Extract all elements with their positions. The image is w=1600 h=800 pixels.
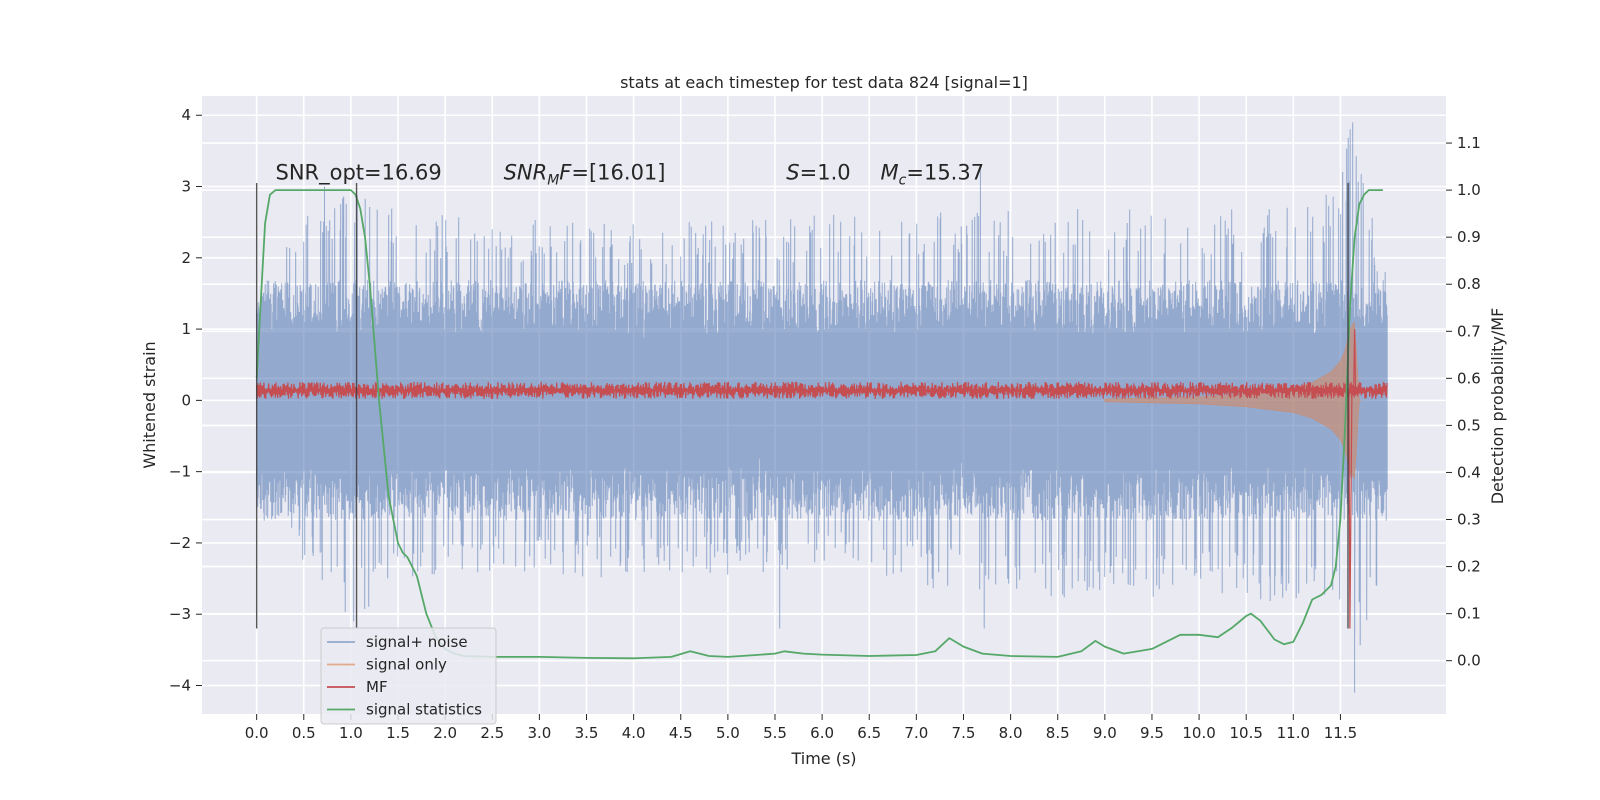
x-tick-label: 6.5 <box>857 724 881 742</box>
series-signal-only <box>1104 321 1362 480</box>
y2-tick-label: 0.7 <box>1457 322 1481 340</box>
annotation-snr-mf: SNRMF=[16.01] <box>504 160 666 188</box>
legend-label: signal+ noise <box>366 633 468 651</box>
annotation-part: M <box>547 172 559 188</box>
x-tick-label: 8.5 <box>1046 724 1070 742</box>
x-tick-label: 3.5 <box>575 724 599 742</box>
x-axis-label: Time (s) <box>790 749 856 768</box>
x-tick-label: 7.5 <box>952 724 976 742</box>
annotation-part: S <box>786 160 799 184</box>
y2-tick-label: 0.9 <box>1457 228 1481 246</box>
annotation-part: c <box>899 172 907 188</box>
x-axis: 0.0 0.5 1.0 1.5 2.0 2.5 3.0 3.5 4.0 4.5 5.0 5.5 6.0 6… <box>245 714 1357 742</box>
legend-label: signal only <box>366 656 447 674</box>
annotation-part: SNR <box>504 160 548 184</box>
y2-tick-label: 0.8 <box>1457 275 1481 293</box>
y-tick-label: −2 <box>169 534 191 552</box>
x-tick-label: 3.0 <box>527 724 551 742</box>
y-tick-label: 1 <box>181 320 191 338</box>
y2-tick-label: 0.5 <box>1457 416 1481 434</box>
y-tick-label: 0 <box>181 391 191 409</box>
series-mf <box>256 329 1388 629</box>
y2-tick-label: 1.0 <box>1457 181 1481 199</box>
annotation-chirp-mass: Mc=15.37 <box>881 160 985 188</box>
x-tick-label: 9.0 <box>1093 724 1117 742</box>
x-tick-label: 6.0 <box>810 724 834 742</box>
y2-tick-label: 0.0 <box>1457 652 1481 670</box>
x-tick-label: 1.0 <box>339 724 363 742</box>
annotation-part: =15.37 <box>906 160 984 184</box>
annotation-part: =[16.01] <box>571 160 665 184</box>
legend-box <box>320 627 497 725</box>
y2-tick-label: 0.1 <box>1457 605 1481 623</box>
annotation-part: SNR_opt=16.69 <box>276 160 442 185</box>
legend-label: signal statistics <box>366 701 482 719</box>
x-tick-label: 0.0 <box>245 724 269 742</box>
annotations: SNR_opt=16.69 SNRMF=[16.01] S=1.0 Mc=15.37 <box>276 160 985 188</box>
y-tick-label: −1 <box>169 463 191 481</box>
legend-label: MF <box>366 678 388 696</box>
y-tick-label: −3 <box>169 605 191 623</box>
y-axis-label: Whitened strain <box>140 341 159 468</box>
x-tick-label: 1.5 <box>386 724 410 742</box>
y-axis-left: 4 3 2 1 0 −1 −2 −3 −4 <box>169 106 202 694</box>
x-tick-label: 2.0 <box>433 724 457 742</box>
y2-tick-label: 1.1 <box>1457 134 1481 152</box>
annotation-part: M <box>881 160 899 184</box>
y-tick-label: 3 <box>181 178 191 196</box>
annotation-snr-opt: SNR_opt=16.69 <box>276 160 442 185</box>
y2-axis-label: Detection probability/MF <box>1488 308 1507 505</box>
series-signal-statistics <box>255 189 1383 660</box>
x-tick-label: 10.0 <box>1182 724 1215 742</box>
y-tick-label: 2 <box>181 249 191 267</box>
x-tick-label: 9.5 <box>1140 724 1164 742</box>
chart-title: stats at each timestep for test data 824… <box>620 73 1028 92</box>
x-tick-label: 11.5 <box>1324 724 1357 742</box>
annotation-s-value: S=1.0 <box>786 160 850 184</box>
x-tick-label: 0.5 <box>292 724 316 742</box>
x-tick-label: 5.5 <box>763 724 787 742</box>
x-tick-label: 10.5 <box>1230 724 1263 742</box>
y2-tick-label: 0.4 <box>1457 463 1481 481</box>
y-tick-label: 4 <box>181 106 191 124</box>
x-tick-label: 2.5 <box>480 724 504 742</box>
series-layer <box>255 122 1388 693</box>
annotation-part: =1.0 <box>800 160 851 184</box>
y2-tick-label: 0.6 <box>1457 369 1481 387</box>
y-axis-right: 1.1 1.0 0.9 0.8 0.7 0.6 0.5 0.4 0.3 0.2 0.1 0.0 <box>1446 134 1481 670</box>
x-tick-label: 11.0 <box>1277 724 1310 742</box>
x-tick-label: 8.0 <box>999 724 1023 742</box>
y-tick-label: −4 <box>169 676 191 694</box>
y2-tick-label: 0.3 <box>1457 511 1481 529</box>
x-tick-label: 4.0 <box>622 724 646 742</box>
x-tick-label: 7.0 <box>904 724 928 742</box>
x-tick-label: 4.5 <box>669 724 693 742</box>
annotation-part: F <box>559 160 572 184</box>
vertical-markers <box>255 182 1349 629</box>
legend: signal+ noise signal only MF signal statist… <box>320 627 497 725</box>
y2-tick-label: 0.2 <box>1457 558 1481 576</box>
x-tick-label: 5.0 <box>716 724 740 742</box>
